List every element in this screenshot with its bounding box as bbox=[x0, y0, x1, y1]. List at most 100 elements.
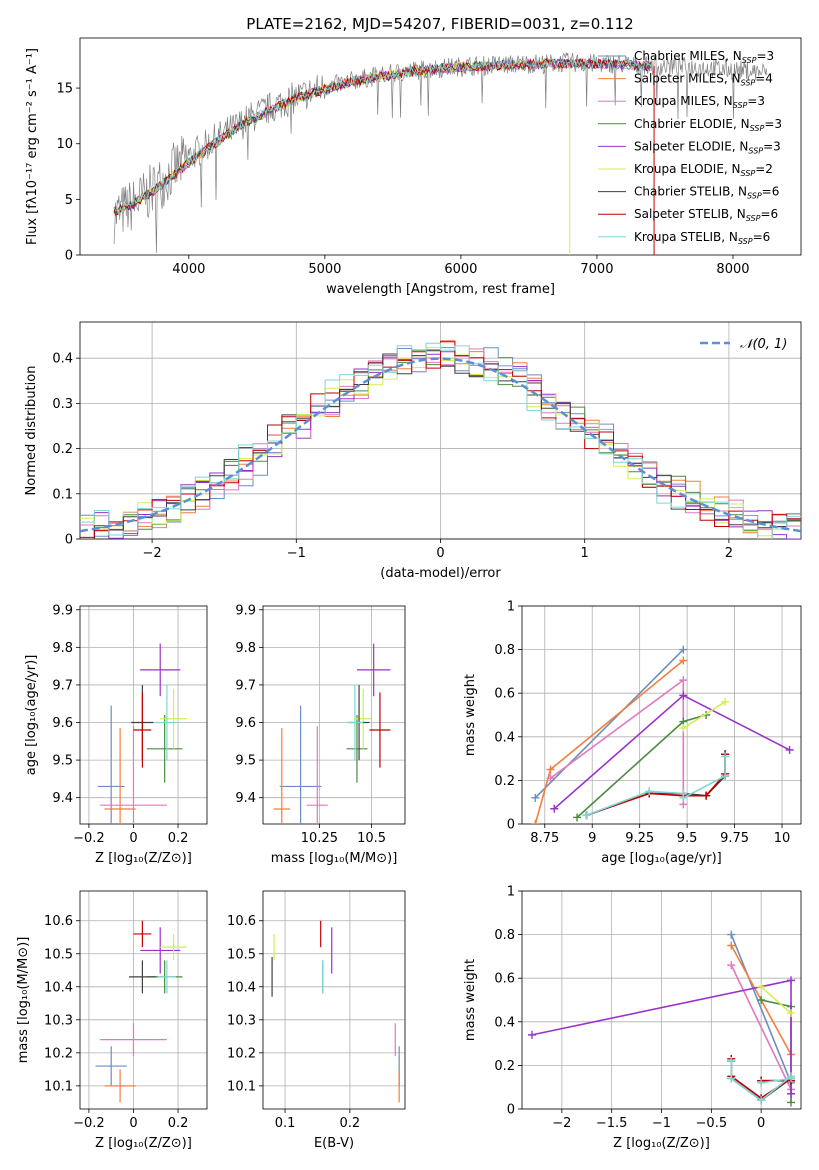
x-tick-label: 0 bbox=[757, 1116, 765, 1131]
weight-point-marker bbox=[679, 724, 688, 733]
weight-point-marker bbox=[727, 930, 736, 939]
weight-point-marker bbox=[645, 787, 654, 796]
weight-point-marker bbox=[550, 804, 559, 813]
y-tick-label: 9.7 bbox=[52, 678, 73, 693]
x-tick-label: 8000 bbox=[716, 262, 749, 277]
y-tick-label: 10.5 bbox=[44, 947, 73, 962]
weight-point-marker bbox=[757, 982, 766, 991]
x-tick-label: −0.5 bbox=[696, 1116, 728, 1131]
weight-series-line bbox=[682, 701, 726, 729]
mass_vs_ebv-data bbox=[271, 920, 400, 1103]
y-tick-label: 0.3 bbox=[52, 397, 73, 412]
weight_vs_Z-frame bbox=[521, 890, 802, 1110]
x-tick-label: −1.5 bbox=[596, 1116, 628, 1131]
weight-point-marker bbox=[527, 1030, 536, 1039]
normal-reference-curve bbox=[80, 357, 801, 533]
legend-entry: 𝒩(0, 1) bbox=[740, 337, 787, 352]
x-tick-label: 5000 bbox=[308, 262, 341, 277]
y-tick-label: 9.4 bbox=[52, 791, 73, 806]
mass_vs_ebv-frame bbox=[262, 890, 406, 1110]
weight-point-marker bbox=[787, 976, 796, 985]
weight-point-marker bbox=[582, 811, 591, 820]
weight-point-marker bbox=[721, 772, 730, 781]
weight-series-line bbox=[730, 964, 792, 1090]
y-tick-label: 15 bbox=[56, 82, 73, 97]
weight-point-marker bbox=[721, 752, 730, 761]
weight_vs_age-frame bbox=[521, 605, 802, 825]
x-tick-label: 1 bbox=[581, 546, 589, 561]
model-spectrum-line bbox=[113, 57, 652, 217]
weight-series-line bbox=[550, 678, 685, 805]
x-tick-label: 0.1 bbox=[275, 1116, 296, 1131]
mass_vs_Z-data bbox=[95, 920, 187, 1103]
y-tick-label: 0.8 bbox=[494, 928, 515, 943]
x-tick-label: 0.2 bbox=[168, 831, 189, 846]
y-tick-label: 10.1 bbox=[44, 1079, 73, 1094]
model-spectrum-line bbox=[113, 57, 652, 216]
y-axis-label: Flux [fλ10⁻¹⁷ erg cm⁻² s⁻¹ A⁻¹] bbox=[25, 48, 40, 245]
x-axis-label: wavelength [Angstrom, rest frame] bbox=[326, 282, 555, 297]
weight-point-marker bbox=[546, 774, 555, 783]
y-tick-label: 0.2 bbox=[52, 442, 73, 457]
legend-entry: Kroupa MILES, NSSP=3 bbox=[634, 94, 765, 110]
weight-point-marker bbox=[787, 1009, 796, 1018]
weight-point-marker bbox=[679, 676, 688, 685]
y-tick-label: 0 bbox=[65, 249, 73, 264]
spectrum-legend: Chabrier MILES, NSSP=3 Salpeter MILES, NS… bbox=[598, 49, 782, 246]
weight-point-marker bbox=[785, 745, 794, 754]
y-tick-label: 0 bbox=[507, 818, 515, 833]
x-tick-label: 0 bbox=[436, 546, 444, 561]
age_vs_Z-axes: −0.2 0 0.2 9.4 9.5 9.6 9.7 9.8 9.9 Z [log₁₀(Z/Z⊙)… bbox=[24, 603, 208, 866]
weight-point-marker bbox=[531, 793, 540, 802]
model-spectrum-line bbox=[113, 58, 652, 216]
spectrum-axes: 4000 5000 6000 7000 8000 0 5 10 15 wavelength [An… bbox=[25, 37, 802, 297]
weight_vs_Z-data bbox=[527, 930, 796, 1107]
legend-entry: Chabrier ELODIE, NSSP=3 bbox=[634, 117, 782, 133]
residual_hist-frame bbox=[79, 321, 802, 540]
weight-point-marker bbox=[721, 697, 730, 706]
y-tick-label: 10.3 bbox=[227, 1013, 256, 1028]
weight-point-marker bbox=[727, 1074, 736, 1083]
y-tick-label: 10.2 bbox=[44, 1046, 73, 1061]
y-tick-label: 0.4 bbox=[494, 730, 515, 745]
y-tick-label: 9.5 bbox=[52, 754, 73, 769]
x-tick-label: 9.25 bbox=[625, 831, 654, 846]
weight-point-marker bbox=[546, 765, 555, 774]
spectrum-data bbox=[113, 52, 768, 255]
weight-point-marker bbox=[727, 941, 736, 950]
y-tick-label: 9.8 bbox=[52, 641, 73, 656]
x-axis-label: Z [log₁₀(Z/Z⊙)] bbox=[95, 851, 192, 866]
spectrum-frame bbox=[79, 37, 802, 256]
y-tick-label: 9.9 bbox=[52, 603, 73, 618]
mass_vs_Z-frame bbox=[79, 890, 208, 1110]
age_vs_mass-axes: 10.25 10.5 9.4 9.5 9.6 9.7 9.8 9.9 mass [log₁₀(M… bbox=[235, 603, 406, 866]
y-tick-label: 1 bbox=[507, 885, 515, 900]
y-tick-label: 10.6 bbox=[44, 914, 73, 929]
weight-series-line bbox=[586, 754, 726, 817]
legend-entry: Kroupa STELIB, NSSP=6 bbox=[634, 230, 770, 246]
x-tick-label: 10 bbox=[774, 831, 791, 846]
residual_hist-data bbox=[80, 340, 801, 539]
weight-point-marker bbox=[787, 1089, 796, 1098]
y-axis-label: mass weight bbox=[463, 674, 478, 756]
x-axis-label: E(B-V) bbox=[314, 1136, 354, 1151]
weight-point-marker bbox=[757, 996, 766, 1004]
y-tick-label: 0.8 bbox=[494, 643, 515, 658]
mass_vs_ebv-axes: 0.1 0.2 10.1 10.2 10.3 10.4 10.5 10.6 E(B-V) bbox=[227, 890, 406, 1151]
y-tick-label: 10.5 bbox=[227, 947, 256, 962]
x-tick-label: 9.5 bbox=[677, 831, 698, 846]
y-tick-label: 0.2 bbox=[494, 774, 515, 789]
y-tick-label: 9.5 bbox=[235, 754, 256, 769]
legend-entry: Salpeter STELIB, NSSP=6 bbox=[634, 207, 778, 223]
mass_vs_Z-axes: −0.2 0 0.2 10.1 10.2 10.3 10.4 10.5 10.6 Z [log₁₀… bbox=[16, 890, 208, 1151]
y-tick-label: 9.6 bbox=[52, 716, 73, 731]
y-tick-label: 9.9 bbox=[235, 603, 256, 618]
age_vs_Z-frame bbox=[79, 605, 208, 825]
weight-point-marker bbox=[702, 791, 711, 800]
x-axis-label: Z [log₁₀(Z/Z⊙)] bbox=[613, 1136, 710, 1151]
weight_vs_Z-axes: −2 −1.5 −1 −0.5 0 0 0.2 0.4 0.6 0.8 1 Z [log₁₀(Z/Z⊙… bbox=[463, 885, 802, 1151]
age_vs_mass-frame bbox=[262, 605, 406, 825]
model-spectrum-line bbox=[113, 57, 652, 215]
weight-point-marker bbox=[679, 691, 688, 700]
